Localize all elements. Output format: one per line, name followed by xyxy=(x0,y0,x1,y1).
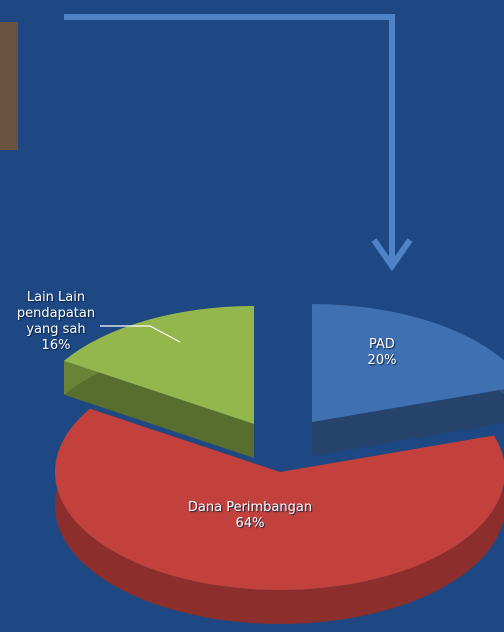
category-name: Lain Lain pendapatan yang sah xyxy=(2,290,110,338)
category-name: Dana Perimbangan xyxy=(185,500,315,516)
percent-label: 16% xyxy=(2,338,110,354)
percent-label: 64% xyxy=(185,516,315,532)
flow-arrow xyxy=(64,17,392,262)
percent-label: 20% xyxy=(352,353,412,369)
slide: PAD20% Dana Perimbangan64% Lain Lain penda… xyxy=(0,0,504,632)
category-name: PAD xyxy=(352,337,412,353)
photo-edge xyxy=(0,22,18,150)
